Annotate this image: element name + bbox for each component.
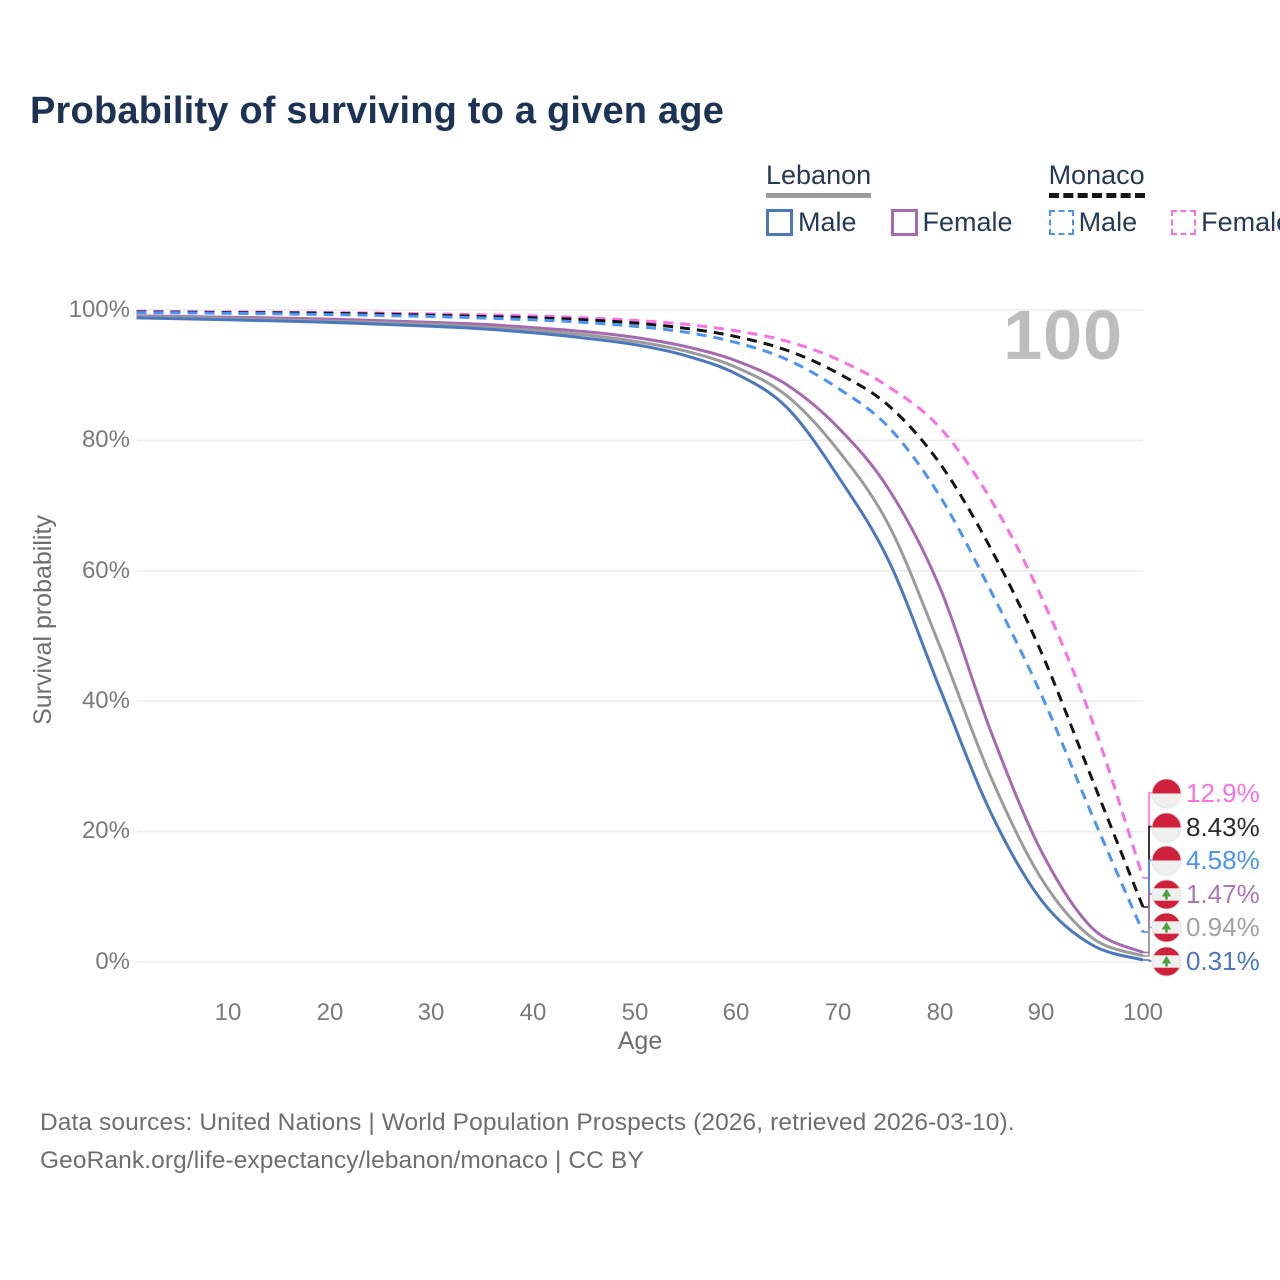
monaco-male-swatch-icon <box>1048 209 1074 235</box>
end-label-lebanon-both: 0.94% <box>1151 911 1260 943</box>
legend-item-label: Male <box>798 207 857 237</box>
end-label-monaco-female: 12.9% <box>1151 777 1260 809</box>
x-tick-100: 100 <box>1122 999 1164 1026</box>
x-tick-20: 20 <box>316 999 344 1026</box>
end-label-value: 0.31% <box>1186 946 1260 976</box>
y-axis-title: Survival probability <box>29 515 57 725</box>
x-axis-title: Age <box>617 1027 663 1055</box>
monaco-flag-icon <box>1151 844 1182 876</box>
attribution-text: GeoRank.org/life-expectancy/lebanon/mona… <box>40 1147 644 1174</box>
end-label-value: 1.47% <box>1186 879 1260 909</box>
end-label-value: 4.58% <box>1186 845 1260 875</box>
legend-item-label: Female <box>1201 207 1280 237</box>
legend-items-monaco: Male Female <box>1048 207 1280 237</box>
legend-items-lebanon: Male Female <box>766 207 1013 237</box>
end-label-monaco-both: 8.43% <box>1151 811 1260 843</box>
legend-item-label: Female <box>922 207 1013 237</box>
x-tick-70: 70 <box>824 999 852 1026</box>
monaco-flag-icon <box>1151 811 1182 843</box>
legend-group-monaco: Monaco Male Female <box>1048 160 1280 237</box>
data-sources-text: Data sources: United Nations | World Pop… <box>40 1109 1015 1136</box>
lebanon-flag-icon <box>1151 879 1182 910</box>
y-tick-20: 20% <box>81 817 130 844</box>
y-tick-60: 60% <box>81 557 130 584</box>
series-line-monaco-both-sexes <box>136 310 1145 908</box>
y-tick-100: 100% <box>68 296 130 323</box>
y-tick-0: 0% <box>95 948 130 975</box>
legend-header-lebanon: Lebanon <box>766 160 872 198</box>
series-line-monaco-male <box>136 311 1145 933</box>
y-tick-40: 40% <box>81 687 130 714</box>
end-label-lebanon-female: 1.47% <box>1151 878 1260 910</box>
series-line-lebanon-female <box>136 314 1144 954</box>
legend-group-lebanon: Lebanon Male Female <box>766 160 1013 237</box>
series-line-lebanon-both-sexes <box>136 315 1144 958</box>
monaco-flag-icon <box>1151 777 1182 809</box>
legend: Lebanon Male Female Monaco Male Female <box>766 160 1280 237</box>
legend-item-label: Male <box>1078 207 1138 237</box>
y-tick-80: 80% <box>81 426 130 453</box>
x-tick-60: 60 <box>722 999 750 1026</box>
x-tick-40: 40 <box>519 999 547 1026</box>
lebanon-flag-icon <box>1151 912 1182 943</box>
legend-header-monaco: Monaco <box>1048 160 1145 198</box>
end-label-value: 8.43% <box>1186 812 1260 842</box>
page-title: Probability of surviving to a given age <box>30 90 725 132</box>
monaco-female-swatch-icon <box>1171 209 1197 235</box>
legend-item-lebanon-female[interactable]: Female <box>890 207 1013 237</box>
end-label-lebanon-male: 0.31% <box>1151 945 1260 977</box>
x-tick-10: 10 <box>214 999 242 1026</box>
legend-item-lebanon-male[interactable]: Male <box>766 207 857 237</box>
age-watermark: 100 <box>1003 296 1123 374</box>
end-label-monaco-male: 4.58% <box>1151 844 1260 876</box>
x-tick-30: 30 <box>417 999 445 1026</box>
end-label-value: 0.94% <box>1186 912 1260 942</box>
legend-item-monaco-female[interactable]: Female <box>1171 207 1280 237</box>
lebanon-flag-icon <box>1151 946 1182 977</box>
series-line-lebanon-male <box>136 316 1144 962</box>
lebanon-male-swatch-icon <box>766 208 793 236</box>
lebanon-female-swatch-icon <box>890 208 918 236</box>
x-tick-50: 50 <box>621 999 649 1026</box>
x-tick-90: 90 <box>1027 999 1055 1026</box>
end-label-value: 12.9% <box>1186 778 1260 808</box>
x-tick-80: 80 <box>926 999 954 1026</box>
legend-item-monaco-male[interactable]: Male <box>1048 207 1138 237</box>
